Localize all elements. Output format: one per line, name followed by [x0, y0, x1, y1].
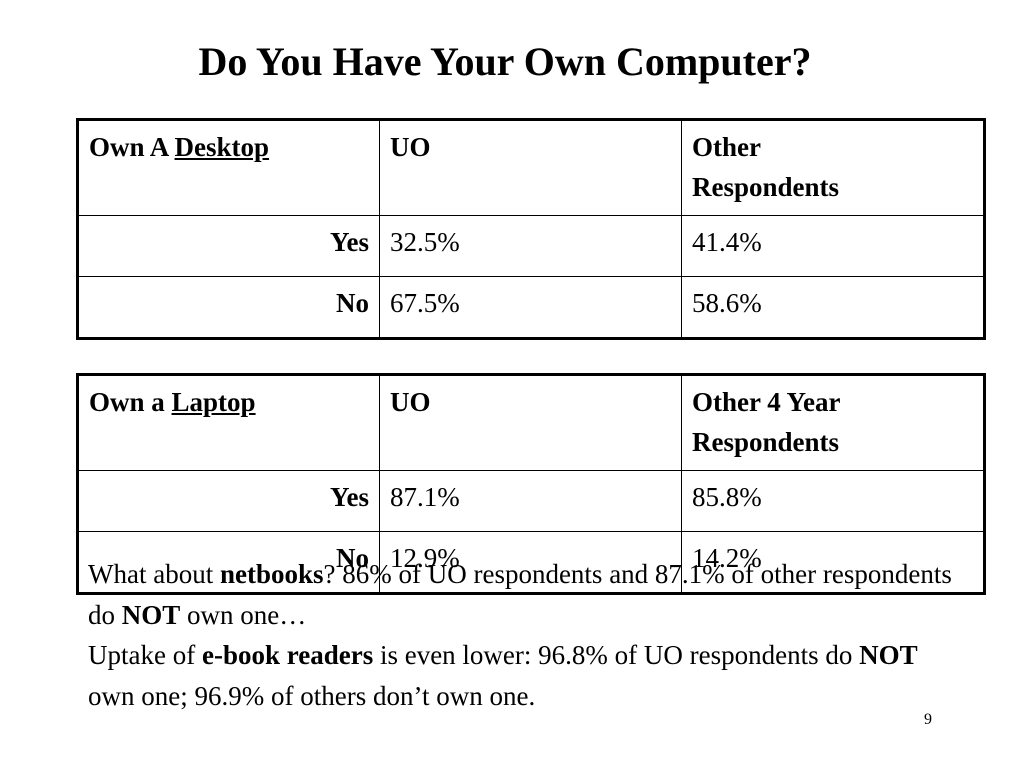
note-text: is even lower: 96.8% of UO respondents d… [373, 640, 860, 670]
table-header-row: Own A Desktop UO Other Respondents [76, 118, 986, 216]
table-header-row: Own a Laptop UO Other 4 Year Respondents [76, 373, 986, 471]
uo-value: 87.1% [379, 470, 682, 532]
desktop-ownership-table: Own A Desktop UO Other Respondents Yes 32… [76, 118, 986, 340]
header-label-emphasis: Laptop [171, 387, 256, 417]
note-text: own one… [180, 599, 307, 630]
other-value: 14.2% [681, 531, 986, 595]
header-other-cell: Other 4 Year Respondents [681, 373, 986, 471]
other-value: 85.8% [681, 470, 986, 532]
table-row: No 67.5% 58.6% [76, 276, 986, 340]
row-label: Yes [76, 470, 380, 532]
header-label-emphasis: Desktop [174, 132, 270, 162]
header-other-line1: Other 4 Year [692, 387, 841, 417]
page-number: 9 [924, 711, 932, 728]
slide-title: Do You Have Your Own Computer? [198, 39, 812, 84]
other-value: 58.6% [681, 276, 986, 340]
header-uo-cell: UO [379, 118, 682, 216]
table-row: Yes 32.5% 41.4% [76, 215, 986, 277]
note-text: What about [88, 559, 220, 589]
header-label-prefix: Own A [89, 132, 175, 162]
other-value: 41.4% [681, 215, 986, 277]
table-row: No 12.9% 14.2% [76, 531, 986, 595]
note-emphasis: netbooks [219, 559, 324, 589]
header-other-line1: Other [692, 132, 761, 162]
note-emphasis: NOT [121, 599, 181, 630]
note-text: own one; 96.9% of others don’t own one. [88, 680, 536, 711]
netbooks-note: What about netbooks? 86% of UO responden… [88, 554, 968, 635]
header-label-prefix: Own a [89, 387, 172, 417]
note-text: ? 86% of UO respondents and 87.1% of oth… [88, 559, 952, 630]
header-other-line2: Respondents [692, 427, 840, 457]
note-text: Uptake of [88, 640, 202, 670]
laptop-ownership-table: Own a Laptop UO Other 4 Year Respondents … [76, 373, 986, 595]
header-label-cell: Own A Desktop [76, 118, 380, 216]
uo-value: 32.5% [379, 215, 682, 277]
header-uo-cell: UO [379, 373, 682, 471]
header-other-line2: Respondents [692, 172, 840, 202]
notes-text: What about netbooks? 86% of UO responden… [88, 554, 968, 716]
uo-value: 67.5% [379, 276, 682, 340]
row-label: Yes [76, 215, 380, 277]
ebook-readers-note: Uptake of e-book readers is even lower: … [88, 635, 968, 716]
uo-value: 12.9% [379, 531, 682, 595]
note-emphasis: e-book readers [201, 640, 374, 670]
row-label: No [76, 276, 380, 340]
note-emphasis: NOT [859, 640, 918, 670]
table-row: Yes 87.1% 85.8% [76, 470, 986, 532]
header-other-cell: Other Respondents [681, 118, 986, 216]
header-label-cell: Own a Laptop [76, 373, 380, 471]
